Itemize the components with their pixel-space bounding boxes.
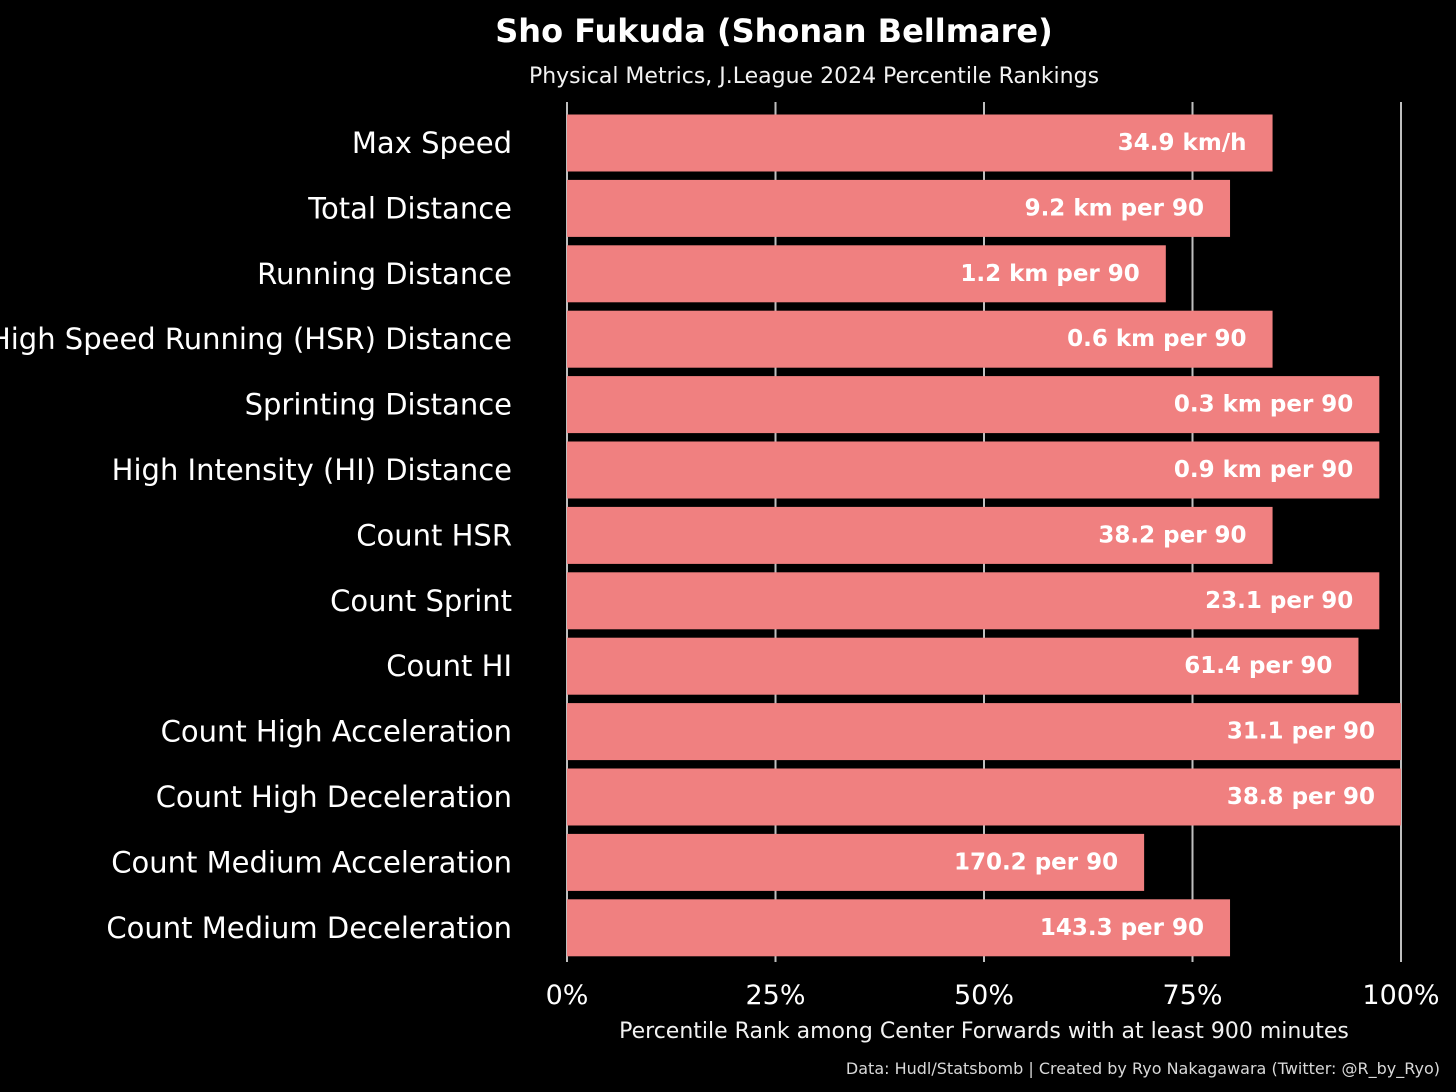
x-tick-label: 50% (954, 980, 1014, 1011)
bar-value-label: 143.3 per 90 (1040, 915, 1204, 941)
chart-subtitle: Physical Metrics, J.League 2024 Percenti… (529, 64, 1099, 89)
bar (567, 703, 1401, 761)
bar-value-label: 34.9 km/h (1118, 130, 1247, 156)
x-tick-label: 25% (745, 980, 805, 1011)
bar-value-label: 1.2 km per 90 (960, 261, 1139, 287)
bar (567, 572, 1380, 630)
category-labels: Max Speed Total Distance Running Distance H… (0, 126, 512, 945)
bar-value-label: 61.4 per 90 (1184, 653, 1332, 679)
bar-value-label: 38.2 per 90 (1098, 522, 1246, 548)
bar-value-label: 31.1 per 90 (1227, 719, 1375, 745)
category-label: Running Distance (257, 257, 512, 291)
bar (567, 637, 1359, 695)
bar-value-label: 170.2 per 90 (954, 849, 1118, 875)
bar (567, 441, 1380, 499)
bar (567, 506, 1273, 564)
category-label: Total Distance (307, 191, 512, 225)
bar (567, 245, 1166, 303)
chart-caption: Data: Hudl/Statsbomb | Created by Ryo Na… (846, 1059, 1440, 1079)
bar-value-labels: 34.9 km/h 9.2 km per 90 1.2 km per 90 0.6 k… (954, 130, 1375, 941)
category-label: Count HSR (356, 518, 512, 552)
category-label: High Intensity (HI) Distance (112, 453, 512, 487)
category-label: Count HI (386, 649, 512, 683)
category-label: Count Sprint (330, 584, 512, 618)
bar-value-label: 0.6 km per 90 (1067, 326, 1246, 352)
bar (567, 310, 1273, 368)
bar-value-label: 23.1 per 90 (1205, 588, 1353, 614)
category-label: Count High Acceleration (161, 715, 512, 749)
bar (567, 768, 1401, 826)
category-label: Count High Deceleration (156, 780, 512, 814)
category-label: High Speed Running (HSR) Distance (0, 322, 512, 356)
category-label: Count Medium Acceleration (111, 845, 512, 879)
x-axis-label: Percentile Rank among Center Forwards wi… (619, 1019, 1349, 1044)
bar-value-label: 0.9 km per 90 (1174, 457, 1353, 483)
category-label: Max Speed (352, 126, 512, 160)
x-tick-label: 100% (1362, 980, 1439, 1011)
x-tick-label: 75% (1162, 980, 1222, 1011)
x-axis-ticks: 0% 25% 50% 75% 100% (546, 980, 1440, 1011)
bar (567, 833, 1145, 891)
bars (567, 114, 1401, 957)
bar-value-label: 38.8 per 90 (1227, 784, 1375, 810)
bar-value-label: 0.3 km per 90 (1174, 392, 1353, 418)
bar (567, 376, 1380, 434)
category-label: Sprinting Distance (245, 388, 512, 422)
category-label: Count Medium Deceleration (106, 911, 512, 945)
chart-title: Sho Fukuda (Shonan Bellmare) (495, 12, 1053, 50)
bar-value-label: 9.2 km per 90 (1025, 195, 1204, 221)
bar (567, 899, 1231, 957)
x-tick-label: 0% (546, 980, 589, 1011)
bar (567, 179, 1231, 237)
bar (567, 114, 1273, 172)
